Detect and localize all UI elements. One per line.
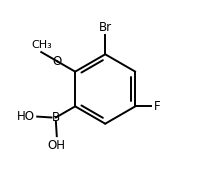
Text: B: B (52, 111, 60, 124)
Text: OH: OH (48, 139, 66, 152)
Text: HO: HO (17, 110, 34, 123)
Text: O: O (53, 55, 62, 68)
Text: CH₃: CH₃ (31, 40, 52, 50)
Text: Br: Br (99, 21, 112, 34)
Text: F: F (153, 100, 160, 113)
